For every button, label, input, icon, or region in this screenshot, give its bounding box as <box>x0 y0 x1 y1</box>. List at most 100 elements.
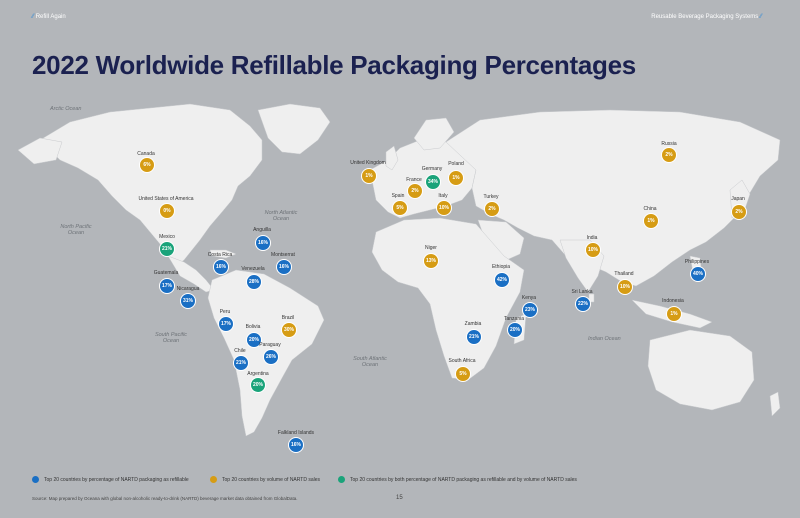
marker-germany: 34% <box>425 174 441 190</box>
marker-nicaragua: 31% <box>180 293 196 309</box>
marker-kenya: 23% <box>522 302 538 318</box>
country-label: Niger <box>425 245 437 251</box>
caribbean-landmass <box>209 249 237 259</box>
marker-mexico: 21% <box>159 241 175 257</box>
legend-item-volume: Top 20 countries by volume of NARTD sale… <box>210 476 320 483</box>
country-label: Thailand <box>614 271 634 277</box>
ocean-label: North Atlantic Ocean <box>264 210 298 222</box>
marker-france: 2% <box>407 183 423 199</box>
legend-label: Top 20 countries by both percentage of N… <box>350 476 577 483</box>
scandinavia-landmass <box>413 117 455 151</box>
marker-sri-lanka: 22% <box>575 296 591 312</box>
country-label: France <box>406 177 422 183</box>
country-label: Italy <box>438 193 448 199</box>
marker-bolivia: 20% <box>246 332 262 348</box>
marker-anguilla: 16% <box>255 235 271 251</box>
marker-philippines: 40% <box>690 266 706 282</box>
country-label: Japan <box>731 196 745 202</box>
country-label: Mexico <box>159 234 175 240</box>
marker-spain: 5% <box>392 200 408 216</box>
greenland-landmass <box>257 103 331 155</box>
country-label: Peru <box>219 309 231 315</box>
country-label: Bolivia <box>245 324 261 330</box>
country-label: Kenya <box>521 295 537 301</box>
asia-landmass <box>445 109 781 287</box>
marker-italy: 10% <box>436 200 452 216</box>
marker-paraguay: 26% <box>263 349 279 365</box>
legend-item-percentage: Top 20 countries by percentage of NARTD … <box>32 476 189 483</box>
marker-china: 1% <box>643 213 659 229</box>
legend-dot-icon <box>338 476 345 483</box>
country-label: United States of America <box>138 196 194 202</box>
marker-zambia: 21% <box>466 329 482 345</box>
africa-landmass <box>371 217 525 381</box>
marker-ethiopia: 42% <box>494 272 510 288</box>
country-label: Philippines <box>684 259 710 265</box>
country-label: Russia <box>661 141 677 147</box>
alaska-landmass <box>17 137 63 165</box>
marker-venezuela: 28% <box>246 274 262 290</box>
marker-poland: 1% <box>448 170 464 186</box>
country-label: Guatemala <box>153 270 179 276</box>
marker-turkey: 2% <box>484 201 500 217</box>
country-label: Poland <box>448 161 464 167</box>
country-label: Anguilla <box>253 227 271 233</box>
marker-south-africa: 5% <box>455 366 471 382</box>
country-label: Falkland Islands <box>277 430 315 436</box>
marker-argentina: 20% <box>250 377 266 393</box>
legend-dot-icon <box>32 476 39 483</box>
country-label: Spain <box>391 193 405 199</box>
country-label: Tanzania <box>503 316 525 322</box>
source-note: Source: Map prepared by Oceana with glob… <box>32 496 298 501</box>
ocean-label: South Atlantic Ocean <box>353 356 387 368</box>
marker-usa: 0% <box>159 203 175 219</box>
marker-thailand: 10% <box>617 279 633 295</box>
north-america-landmass <box>39 103 263 267</box>
country-label: Turkey <box>483 194 499 200</box>
country-label: United Kingdom <box>350 160 386 166</box>
country-label: India <box>586 235 598 241</box>
marker-costa-rica: 16% <box>213 259 229 275</box>
legend-label: Top 20 countries by percentage of NARTD … <box>44 476 189 483</box>
country-label: China <box>643 206 657 212</box>
country-label: Argentina <box>247 371 269 377</box>
country-label: Indonesia <box>662 298 684 304</box>
ocean-label: North Pacific Ocean <box>60 224 92 236</box>
country-label: Canada <box>137 151 155 157</box>
marker-united-kingdom: 1% <box>361 168 377 184</box>
marker-indonesia: 1% <box>666 306 682 322</box>
header-left: ⁄⁄ Refill Again <box>32 14 66 20</box>
ocean-label: Indian Ocean <box>588 336 621 342</box>
country-label: Zambia <box>464 321 482 327</box>
australia-landmass <box>647 329 755 411</box>
country-label: Brazil <box>281 315 295 321</box>
legend-label: Top 20 countries by volume of NARTD sale… <box>222 476 321 483</box>
marker-brazil: 30% <box>281 322 297 338</box>
marker-guatemala: 17% <box>159 278 175 294</box>
country-label: South Africa <box>448 358 476 364</box>
country-label: Montserrat <box>271 252 295 258</box>
marker-montserrat: 16% <box>276 259 292 275</box>
country-label: Nicaragua <box>176 286 200 292</box>
marker-falkland-islands: 16% <box>288 437 304 453</box>
country-label: Paraguay <box>259 342 281 348</box>
country-label: Venezuela <box>241 266 265 272</box>
marker-russia: 2% <box>661 147 677 163</box>
legend-dot-icon <box>210 476 217 483</box>
marker-peru: 17% <box>218 316 234 332</box>
country-label: Chile <box>234 348 246 354</box>
marker-india: 10% <box>585 242 601 258</box>
new-zealand-landmass <box>769 391 781 417</box>
country-label: Sri Lanka <box>571 289 593 295</box>
country-label: Costa Rica <box>207 252 233 258</box>
uk-landmass <box>385 145 399 171</box>
country-label: Ethiopia <box>491 264 511 270</box>
marker-niger: 13% <box>423 253 439 269</box>
ocean-label: South Pacific Ocean <box>154 332 188 344</box>
header-right: Reusable Beverage Packaging Systems ⁄⁄ <box>651 14 762 20</box>
page-number: 15 <box>396 495 403 501</box>
ocean-label: Arctic Ocean <box>50 106 82 112</box>
marker-canada: 6% <box>139 157 155 173</box>
marker-tanzania: 20% <box>507 322 523 338</box>
